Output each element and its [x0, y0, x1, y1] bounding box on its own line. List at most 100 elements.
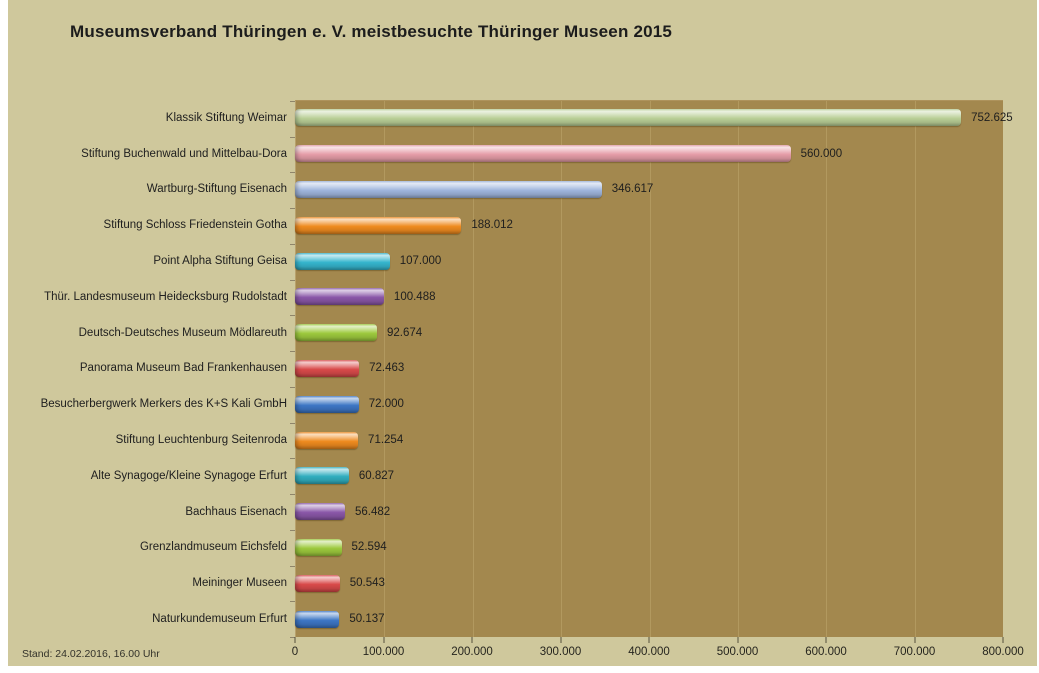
y-axis-tick — [290, 422, 295, 424]
value-label: 107.000 — [399, 255, 442, 268]
category-label: Grenzlandmuseum Eichsfeld — [139, 541, 287, 554]
bar — [295, 109, 962, 127]
x-axis-tick-label: 700.000 — [893, 646, 936, 658]
category-label: Naturkundemuseum Erfurt — [152, 613, 287, 626]
category-label: Stiftung Buchenwald und Mittelbau-Dora — [81, 147, 287, 160]
gridline — [737, 101, 739, 637]
bar-row: Panorama Museum Bad Frankenhausen 72.463 — [8, 351, 1003, 387]
bar — [295, 610, 340, 628]
bar-track: 346.617 — [295, 172, 1003, 208]
x-axis-tick — [1002, 637, 1004, 643]
bar-track: 71.254 — [295, 422, 1003, 458]
x-axis-tick-label: 400.000 — [628, 646, 670, 658]
y-axis-tick — [290, 529, 295, 531]
y-axis-tick — [290, 601, 295, 603]
bar — [295, 359, 360, 377]
bar-row: Grenzlandmuseum Eichsfeld 52.594 — [8, 530, 1003, 566]
bar-track: 52.594 — [295, 530, 1003, 566]
bar-rows: Klassik Stiftung Weimar 752.625 Stiftung… — [8, 100, 1013, 637]
bar-row: Wartburg-Stiftung Eisenach 346.617 — [8, 172, 1003, 208]
bar-track: 50.543 — [295, 565, 1003, 601]
x-axis-tick-label: 200.000 — [451, 646, 493, 658]
bar-track: 92.674 — [295, 315, 1003, 351]
x-axis-tick — [560, 637, 561, 643]
bar-row: Stiftung Buchenwald und Mittelbau-Dora 5… — [8, 136, 1003, 172]
bar — [295, 324, 378, 342]
value-label: 52.594 — [351, 541, 387, 554]
x-axis-tick-label: 100.000 — [362, 646, 405, 658]
bar-track: 107.000 — [295, 243, 1003, 279]
bar — [295, 467, 349, 485]
x-axis-tick-label: 300.000 — [539, 646, 582, 658]
y-axis-tick — [290, 386, 295, 388]
value-label: 346.617 — [611, 183, 654, 196]
category-label: Panorama Museum Bad Frankenhausen — [79, 362, 287, 375]
value-label: 60.827 — [358, 469, 395, 482]
y-axis-tick — [290, 172, 295, 174]
y-axis-tick — [290, 136, 295, 138]
bar-track: 72.000 — [295, 386, 1003, 422]
bar-track: 188.012 — [295, 207, 1003, 243]
x-axis-tick — [294, 637, 296, 643]
category-label: Stiftung Schloss Friedenstein Gotha — [103, 219, 287, 232]
value-label: 50.543 — [349, 577, 385, 590]
value-label: 560.000 — [800, 147, 843, 160]
x-axis-tick — [648, 637, 650, 643]
bar-track: 50.137 — [295, 601, 1003, 637]
category-label: Thür. Landesmuseum Heidecksburg Rudolsta… — [44, 290, 287, 303]
x-axis-tick — [383, 637, 384, 643]
gridline — [914, 101, 916, 637]
value-label: 50.137 — [349, 613, 385, 626]
value-label: 72.463 — [369, 362, 405, 375]
category-label: Deutsch-Deutsches Museum Mödlareuth — [78, 326, 287, 339]
bar-row: Stiftung Leuchtenburg Seitenroda 71.254 — [8, 422, 1003, 458]
y-axis-tick — [290, 351, 295, 353]
bar-row: Stiftung Schloss Friedenstein Gotha 188.… — [8, 207, 1003, 243]
value-label: 752.625 — [971, 111, 1013, 124]
y-axis-tick — [290, 315, 295, 317]
x-axis-tick — [471, 637, 473, 643]
value-label: 188.012 — [471, 219, 513, 232]
bar-track: 72.463 — [295, 351, 1003, 387]
category-label: Stiftung Leuchtenburg Seitenroda — [115, 434, 287, 447]
x-axis-tick — [737, 637, 738, 643]
value-label: 92.674 — [387, 326, 423, 339]
x-axis-tick — [914, 637, 915, 643]
value-label: 56.482 — [354, 505, 391, 518]
y-axis-tick — [290, 279, 295, 281]
bar — [295, 503, 345, 521]
bar — [295, 145, 791, 163]
bar — [295, 538, 342, 556]
x-axis-tick-label: 500.000 — [716, 646, 759, 658]
bar-track: 560.000 — [295, 136, 1003, 172]
category-label: Alte Synagoge/Kleine Synagoge Erfurt — [90, 469, 287, 482]
x-axis-tick — [825, 637, 827, 643]
bar — [295, 216, 462, 234]
category-label: Klassik Stiftung Weimar — [165, 111, 287, 124]
y-axis-tick — [290, 458, 295, 460]
x-axis-tick-label: 0 — [291, 646, 299, 658]
category-label: Bachhaus Eisenach — [185, 505, 287, 518]
gridline — [472, 101, 474, 637]
gridline — [826, 101, 828, 637]
y-axis-tick — [290, 208, 295, 210]
bar-track: 56.482 — [295, 494, 1003, 530]
x-axis: 0 100.000 200.000 300.000 400.000 500.000 600.… — [291, 637, 1024, 667]
bar-track: 752.625 — [295, 100, 1013, 136]
gridline — [384, 101, 386, 637]
y-axis-tick — [290, 637, 295, 638]
bar — [295, 574, 340, 592]
bar — [295, 252, 390, 270]
bar-row: Point Alpha Stiftung Geisa 107.000 — [8, 243, 1003, 279]
value-label: 100.488 — [393, 290, 436, 303]
x-axis-tick-label: 800.000 — [982, 646, 1024, 658]
bar-row: Alte Synagoge/Kleine Synagoge Erfurt 60.… — [8, 458, 1003, 494]
chart-title: Museumsverband Thüringen e. V. meistbesu… — [70, 22, 673, 41]
y-axis-tick — [290, 494, 295, 496]
value-label: 71.254 — [368, 434, 404, 447]
gridline — [561, 101, 563, 637]
bar-row: Meininger Museen 50.543 — [8, 565, 1003, 601]
bar-row: Deutsch-Deutsches Museum Mödlareuth 92.6… — [8, 315, 1003, 351]
bar — [295, 395, 359, 413]
gridline — [649, 101, 651, 637]
